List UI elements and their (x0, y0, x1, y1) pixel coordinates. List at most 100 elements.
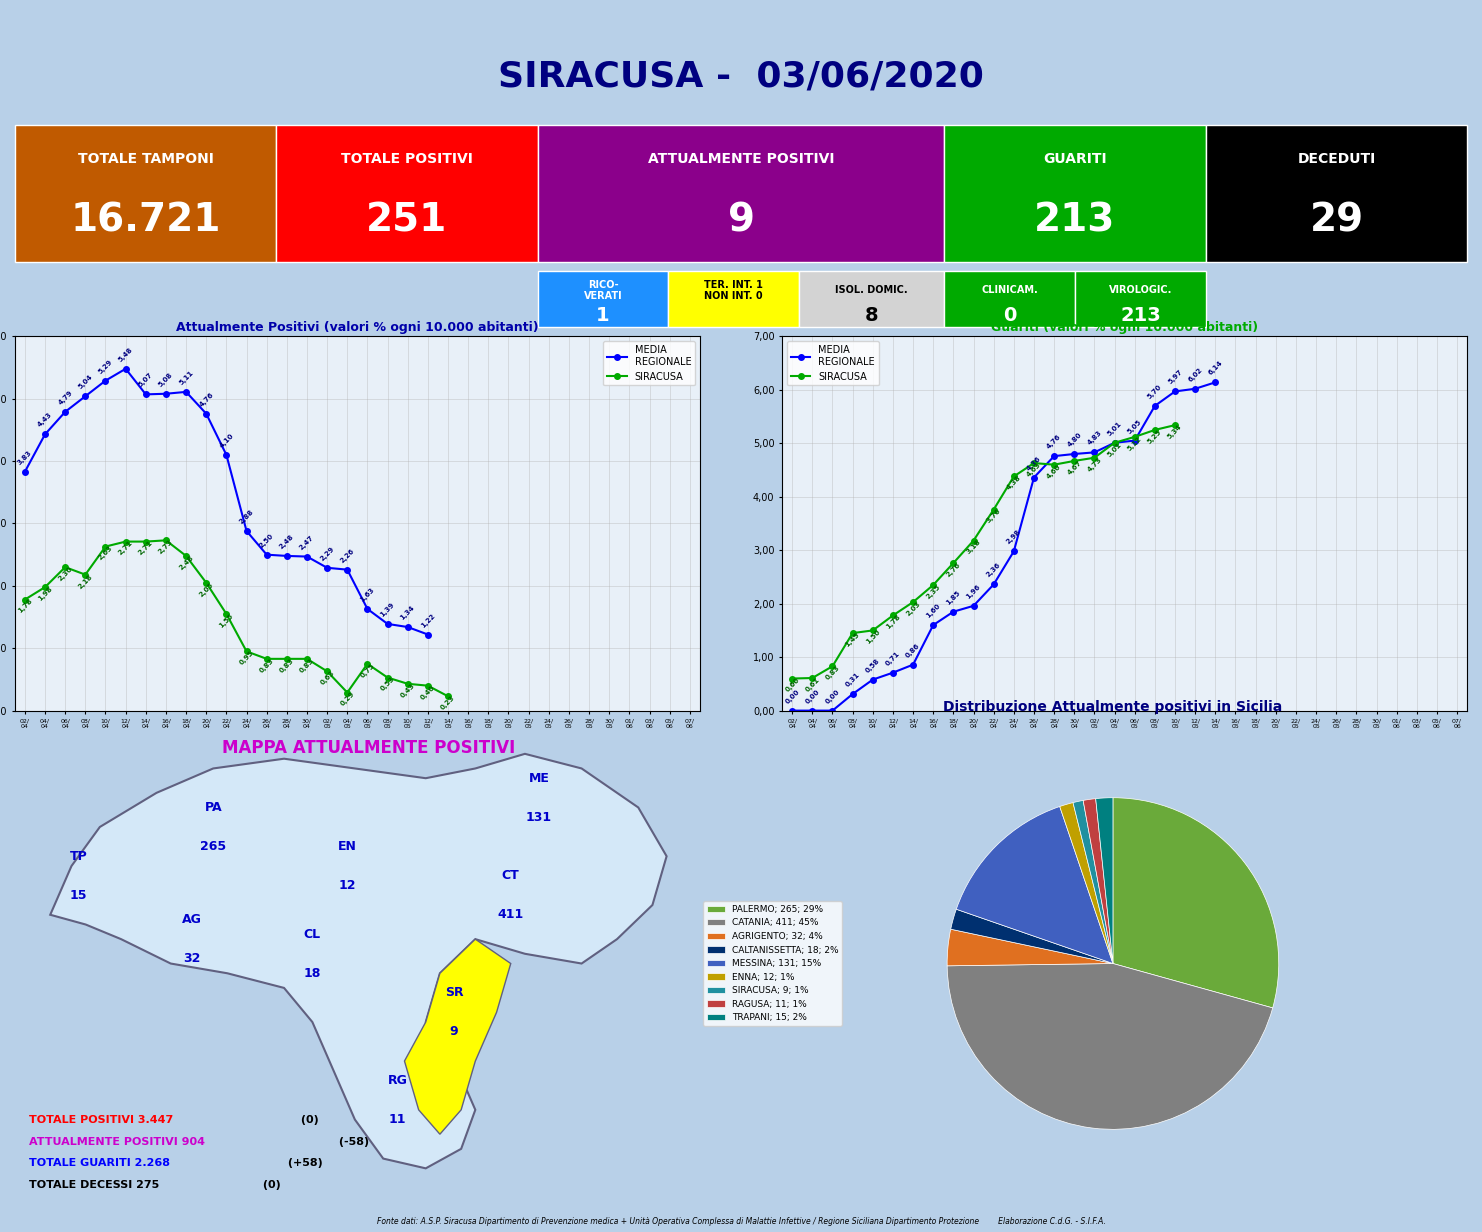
MEDIA
REGIONALE (1106, 435, 1123, 450)
Text: 1,96: 1,96 (965, 584, 981, 600)
MEDIA
REGIONALE (157, 387, 175, 402)
Line: MEDIA
REGIONALE: MEDIA REGIONALE (790, 379, 1218, 713)
Wedge shape (947, 963, 1273, 1130)
SIRACUSA (338, 685, 356, 700)
Text: 411: 411 (498, 908, 523, 922)
Text: 5,70: 5,70 (1147, 383, 1163, 400)
SIRACUSA (197, 575, 215, 590)
Text: 0,29: 0,29 (339, 691, 356, 707)
Text: 2,30: 2,30 (56, 565, 74, 582)
Text: 0,83: 0,83 (299, 657, 316, 674)
SIRACUSA (359, 657, 376, 671)
Wedge shape (1083, 798, 1113, 963)
MEDIA
REGIONALE (1066, 446, 1083, 461)
MEDIA
REGIONALE (379, 616, 397, 631)
Text: 4,73: 4,73 (1086, 456, 1103, 473)
SIRACUSA (1045, 457, 1063, 472)
Text: 6,14: 6,14 (1206, 360, 1224, 377)
Legend: MEDIA
REGIONALE, SIRACUSA: MEDIA REGIONALE, SIRACUSA (787, 341, 879, 386)
Text: ISOL. DOMIC.: ISOL. DOMIC. (836, 286, 908, 296)
Text: 4,63: 4,63 (1026, 462, 1042, 478)
SIRACUSA (1126, 430, 1144, 445)
FancyBboxPatch shape (944, 126, 1206, 261)
Text: RICO-
VERATI: RICO- VERATI (584, 280, 622, 302)
Line: SIRACUSA: SIRACUSA (790, 423, 1178, 681)
MEDIA
REGIONALE (237, 524, 255, 538)
Text: 2,73: 2,73 (157, 538, 175, 556)
SIRACUSA (178, 548, 196, 563)
Text: 4,83: 4,83 (1086, 430, 1103, 446)
Text: 0,31: 0,31 (845, 671, 861, 689)
Title: Attualmente Positivi (valori % ogni 10.000 abitanti): Attualmente Positivi (valori % ogni 10.0… (176, 320, 538, 334)
Text: 4,60: 4,60 (1046, 463, 1063, 479)
Text: 5,97: 5,97 (1166, 370, 1183, 386)
Text: ATTUALMENTE POSITIVI: ATTUALMENTE POSITIVI (648, 153, 834, 166)
Text: 15: 15 (70, 888, 87, 902)
Text: 4,43: 4,43 (37, 411, 53, 429)
Text: 1,60: 1,60 (925, 602, 941, 620)
Text: 1,55: 1,55 (218, 612, 234, 628)
Text: EN: EN (338, 840, 357, 853)
Text: DECEDUTI: DECEDUTI (1297, 153, 1375, 166)
Text: 1,78: 1,78 (885, 614, 901, 631)
Text: 0,53: 0,53 (379, 676, 396, 692)
Text: 4,67: 4,67 (1066, 460, 1082, 476)
Text: 0,83: 0,83 (824, 664, 840, 681)
Text: 5,01: 5,01 (1107, 441, 1123, 457)
SIRACUSA (864, 623, 882, 638)
Text: 0,43: 0,43 (400, 683, 416, 699)
Text: CL: CL (304, 928, 322, 941)
SIRACUSA (237, 644, 255, 659)
Text: RG: RG (387, 1074, 408, 1087)
SIRACUSA (439, 689, 456, 703)
SIRACUSA (16, 593, 34, 607)
Wedge shape (1060, 802, 1113, 963)
Text: CT: CT (502, 870, 520, 882)
SIRACUSA (399, 676, 416, 691)
Wedge shape (1113, 798, 1279, 1008)
MEDIA
REGIONALE (1206, 375, 1224, 389)
Text: 213: 213 (1034, 202, 1116, 240)
Text: 5,01: 5,01 (1107, 420, 1123, 437)
Text: CLINICAM.: CLINICAM. (981, 286, 1037, 296)
Text: 0,75: 0,75 (359, 663, 375, 679)
MEDIA
REGIONALE (178, 384, 196, 399)
Text: 1,39: 1,39 (379, 601, 396, 618)
SIRACUSA (36, 580, 53, 595)
Text: 5,04: 5,04 (77, 373, 93, 391)
Text: TOTALE POSITIVI: TOTALE POSITIVI (341, 153, 473, 166)
Text: 1,45: 1,45 (845, 632, 861, 648)
SIRACUSA (1005, 469, 1023, 484)
SIRACUSA (803, 670, 821, 685)
SIRACUSA (904, 595, 922, 610)
Text: ATTUALMENTE POSITIVI 904: ATTUALMENTE POSITIVI 904 (30, 1137, 205, 1147)
Text: 2,76: 2,76 (946, 562, 962, 578)
MEDIA
REGIONALE (885, 665, 903, 680)
SIRACUSA (1146, 423, 1163, 437)
FancyBboxPatch shape (668, 271, 799, 328)
Text: TOTALE TAMPONI: TOTALE TAMPONI (77, 153, 213, 166)
FancyBboxPatch shape (276, 126, 538, 261)
Text: 0,86: 0,86 (906, 642, 922, 659)
Text: 4,38: 4,38 (1005, 474, 1023, 492)
Text: 1,22: 1,22 (419, 612, 436, 628)
SIRACUSA (824, 659, 842, 674)
MEDIA
REGIONALE (136, 387, 154, 402)
Text: 4,76: 4,76 (1046, 434, 1063, 450)
MEDIA
REGIONALE (803, 703, 821, 718)
Text: 9: 9 (449, 1025, 458, 1039)
Text: 0,00: 0,00 (824, 689, 840, 705)
Text: 4,36: 4,36 (1026, 455, 1042, 472)
Wedge shape (951, 909, 1113, 963)
MEDIA
REGIONALE (298, 549, 316, 564)
MEDIA
REGIONALE (944, 605, 962, 620)
Text: 2,88: 2,88 (239, 509, 255, 525)
MEDIA
REGIONALE (843, 686, 861, 701)
Text: 1,34: 1,34 (400, 605, 416, 621)
MEDIA
REGIONALE (1005, 543, 1023, 558)
Text: 12: 12 (339, 878, 357, 892)
Text: 0,00: 0,00 (784, 689, 800, 705)
Text: 4,10: 4,10 (218, 432, 234, 448)
MEDIA
REGIONALE (419, 627, 437, 642)
Text: 0,95: 0,95 (239, 649, 255, 667)
